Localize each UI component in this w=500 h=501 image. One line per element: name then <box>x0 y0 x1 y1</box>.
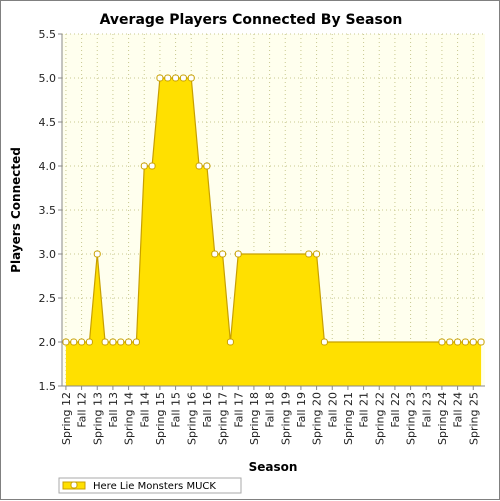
x-tick-label: Spring 21 <box>342 392 355 445</box>
x-tick-label: Spring 24 <box>436 392 449 445</box>
x-tick-label: Spring 15 <box>154 392 167 445</box>
data-point <box>109 338 117 346</box>
x-tick-label: Fall 22 <box>389 392 402 428</box>
x-tick-label: Fall 12 <box>76 392 89 428</box>
data-point <box>140 162 148 170</box>
x-tick-label: Fall 24 <box>452 392 465 428</box>
data-point <box>454 338 462 346</box>
data-point <box>117 338 125 346</box>
x-tick-label: Fall 14 <box>138 392 151 428</box>
data-point <box>219 250 227 258</box>
y-tick-label: 3.5 <box>39 204 57 217</box>
data-point <box>93 250 101 258</box>
x-tick-label: Fall 19 <box>295 392 308 428</box>
y-tick-label: 2.5 <box>39 292 57 305</box>
x-tick-label: Spring 14 <box>123 392 136 445</box>
data-point <box>469 338 477 346</box>
x-tick-label: Spring 23 <box>405 392 418 445</box>
data-point <box>461 338 469 346</box>
data-point <box>438 338 446 346</box>
data-point <box>156 74 164 82</box>
data-point <box>132 338 140 346</box>
data-point <box>211 250 219 258</box>
x-tick-label: Spring 20 <box>311 392 324 445</box>
data-point <box>477 338 485 346</box>
data-point <box>148 162 156 170</box>
x-tick-label: Spring 12 <box>60 392 73 445</box>
data-point <box>125 338 133 346</box>
y-tick-label: 3.0 <box>39 248 57 261</box>
y-tick-label: 2.0 <box>39 336 57 349</box>
data-point <box>179 74 187 82</box>
data-point <box>305 250 313 258</box>
legend-marker <box>70 481 78 489</box>
x-tick-label: Fall 16 <box>201 392 214 428</box>
legend-box <box>58 477 242 494</box>
data-point <box>320 338 328 346</box>
x-tick-label: Fall 23 <box>420 392 433 428</box>
x-tick-label: Spring 13 <box>91 392 104 445</box>
data-point <box>446 338 454 346</box>
data-point <box>234 250 242 258</box>
data-point <box>62 338 70 346</box>
chart-title: Average Players Connected By Season <box>100 12 403 28</box>
x-tick-label: Spring 19 <box>279 392 292 445</box>
y-tick-label: 4.0 <box>39 160 57 173</box>
data-point <box>85 338 93 346</box>
x-tick-label: Spring 25 <box>467 392 480 445</box>
data-point <box>195 162 203 170</box>
y-tick-label: 4.5 <box>39 116 57 129</box>
x-tick-label: Spring 16 <box>185 392 198 445</box>
x-tick-label: Spring 18 <box>248 392 261 445</box>
legend: Here Lie Monsters MUCK <box>58 477 242 494</box>
x-tick-label: Fall 15 <box>170 392 183 428</box>
y-tick-label: 1.5 <box>39 380 57 393</box>
y-axis-title: Players Connected <box>9 147 23 273</box>
y-tick-label: 5.0 <box>39 72 57 85</box>
legend-label: Here Lie Monsters MUCK <box>93 481 216 492</box>
x-tick-label: Spring 22 <box>373 392 386 445</box>
data-point <box>313 250 321 258</box>
data-point <box>172 74 180 82</box>
x-tick-label: Fall 17 <box>232 392 245 428</box>
y-tick-label: 5.5 <box>39 28 57 41</box>
x-tick-label: Fall 18 <box>264 392 277 428</box>
data-point <box>78 338 86 346</box>
data-point <box>226 338 234 346</box>
data-point <box>187 74 195 82</box>
x-tick-label: Fall 21 <box>358 392 371 428</box>
data-point <box>70 338 78 346</box>
x-tick-label: Fall 20 <box>326 392 339 428</box>
data-point <box>101 338 109 346</box>
x-tick-label: Fall 13 <box>107 392 120 428</box>
x-axis-title: Season <box>249 460 298 474</box>
data-point <box>164 74 172 82</box>
data-point <box>203 162 211 170</box>
series-area <box>65 78 482 386</box>
x-tick-label: Spring 17 <box>217 392 230 445</box>
